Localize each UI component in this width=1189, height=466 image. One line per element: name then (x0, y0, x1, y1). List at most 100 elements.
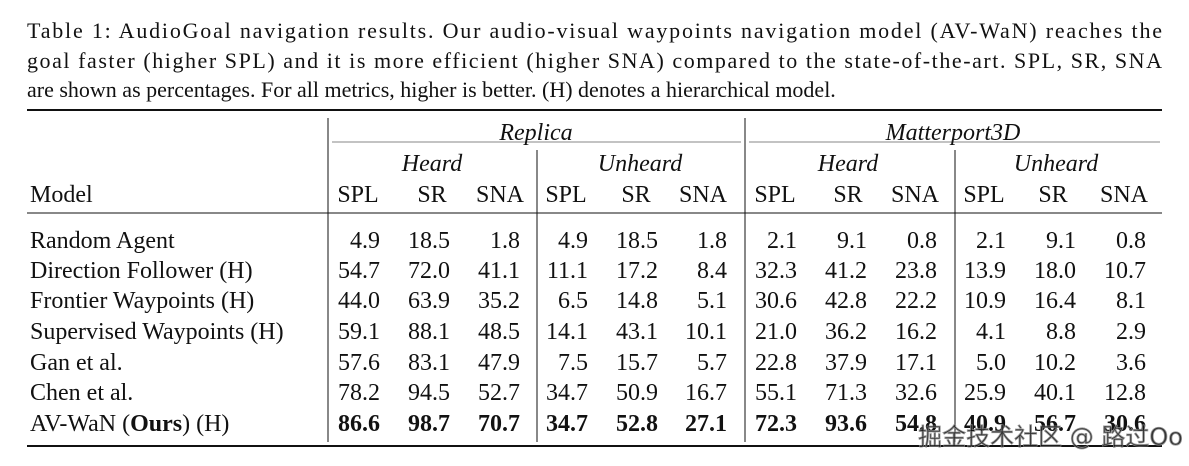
cell-value: 18.5 (616, 228, 658, 254)
cell-value: 72.3 (755, 411, 797, 437)
cell-value: 10.9 (964, 288, 1006, 314)
caption-line: goal faster (higher SPL) and it is more … (27, 48, 1162, 73)
cell-value: 72.0 (408, 258, 450, 284)
column-header: SNA (476, 182, 525, 208)
cell-value: 30.6 (1104, 411, 1146, 437)
column-header: SPL (754, 182, 795, 208)
cell-value: 86.6 (338, 411, 380, 437)
caption-line: Table 1: AudioGoal navigation results. O… (27, 18, 1162, 43)
cell-value: 3.6 (1116, 350, 1146, 376)
cell-value: 23.8 (895, 258, 937, 284)
cell-value: 16.2 (895, 319, 937, 345)
cell-value: 0.8 (1116, 228, 1146, 254)
row-label: Gan et al. (30, 350, 123, 376)
column-header: SR (1038, 182, 1067, 208)
cell-value: 13.9 (964, 258, 1006, 284)
cell-value: 21.0 (755, 319, 797, 345)
row-label: Chen et al. (30, 380, 133, 406)
cell-value: 48.5 (478, 319, 520, 345)
cell-value: 59.1 (338, 319, 380, 345)
cell-value: 9.1 (837, 228, 867, 254)
cell-value: 40.1 (1034, 380, 1076, 406)
cell-value: 22.2 (895, 288, 937, 314)
column-header: SNA (891, 182, 940, 208)
column-header: SPL (963, 182, 1004, 208)
cell-value: 15.7 (616, 350, 658, 376)
cell-value: 34.7 (546, 380, 588, 406)
cell-value: 36.2 (825, 319, 867, 345)
cell-value: 14.8 (616, 288, 658, 314)
cell-value: 32.6 (895, 380, 937, 406)
cell-value: 10.7 (1104, 258, 1146, 284)
dataset-header: Matterport3D (885, 120, 1021, 146)
cell-value: 18.0 (1034, 258, 1076, 284)
cell-value: 7.5 (558, 350, 588, 376)
cell-value: 8.4 (697, 258, 727, 284)
cell-value: 63.9 (408, 288, 450, 314)
split-header: Heard (817, 151, 879, 177)
cell-value: 71.3 (825, 380, 867, 406)
cell-value: 98.7 (408, 411, 450, 437)
cell-value: 35.2 (478, 288, 520, 314)
cell-value: 93.6 (825, 411, 867, 437)
cell-value: 88.1 (408, 319, 450, 345)
cell-value: 17.1 (895, 350, 937, 376)
cell-value: 4.9 (558, 228, 588, 254)
cell-value: 27.1 (685, 411, 727, 437)
cell-value: 52.8 (616, 411, 658, 437)
cell-value: 5.1 (697, 288, 727, 314)
split-header: Unheard (1014, 151, 1099, 177)
cell-value: 41.1 (478, 258, 520, 284)
cell-value: 1.8 (490, 228, 520, 254)
cell-value: 83.1 (408, 350, 450, 376)
cell-value: 42.8 (825, 288, 867, 314)
cell-value: 37.9 (825, 350, 867, 376)
cell-value: 47.9 (478, 350, 520, 376)
cell-value: 2.1 (767, 228, 797, 254)
cell-value: 41.2 (825, 258, 867, 284)
cell-value: 44.0 (338, 288, 380, 314)
cell-value: 2.1 (976, 228, 1006, 254)
cell-value: 0.8 (907, 228, 937, 254)
cell-value: 40.9 (964, 411, 1006, 437)
cell-value: 4.9 (350, 228, 380, 254)
row-label: Direction Follower (H) (30, 258, 253, 284)
row-label: AV-WaN (Ours) (H) (30, 411, 229, 437)
cell-value: 1.8 (697, 228, 727, 254)
cell-value: 2.9 (1116, 319, 1146, 345)
row-label: Supervised Waypoints (H) (30, 319, 284, 345)
row-label-part: AV-WaN ( (30, 411, 130, 437)
cell-value: 4.1 (976, 319, 1006, 345)
column-header: Model (30, 182, 93, 208)
cell-value: 8.8 (1046, 319, 1076, 345)
column-header: SPL (337, 182, 378, 208)
cell-value: 34.7 (546, 411, 588, 437)
cell-value: 56.7 (1034, 411, 1076, 437)
caption-line: are shown as percentages. For all metric… (27, 77, 836, 102)
cell-value: 43.1 (616, 319, 658, 345)
cell-value: 70.7 (478, 411, 520, 437)
cell-value: 54.7 (338, 258, 380, 284)
cell-value: 9.1 (1046, 228, 1076, 254)
cell-value: 11.1 (547, 258, 588, 284)
column-header: SR (833, 182, 862, 208)
cell-value: 78.2 (338, 380, 380, 406)
cell-value: 50.9 (616, 380, 658, 406)
cell-value: 12.8 (1104, 380, 1146, 406)
cell-value: 5.7 (697, 350, 727, 376)
cell-value: 55.1 (755, 380, 797, 406)
cell-value: 18.5 (408, 228, 450, 254)
split-header: Heard (401, 151, 463, 177)
cell-value: 6.5 (558, 288, 588, 314)
column-header: SNA (679, 182, 728, 208)
cell-value: 52.7 (478, 380, 520, 406)
cell-value: 5.0 (976, 350, 1006, 376)
cell-value: 30.6 (755, 288, 797, 314)
cell-value: 94.5 (408, 380, 450, 406)
column-header: SNA (1100, 182, 1149, 208)
split-header: Unheard (598, 151, 683, 177)
cell-value: 10.1 (685, 319, 727, 345)
cell-value: 8.1 (1116, 288, 1146, 314)
watermark: 掘金技术社区 @ 路过Oo (918, 423, 1183, 451)
